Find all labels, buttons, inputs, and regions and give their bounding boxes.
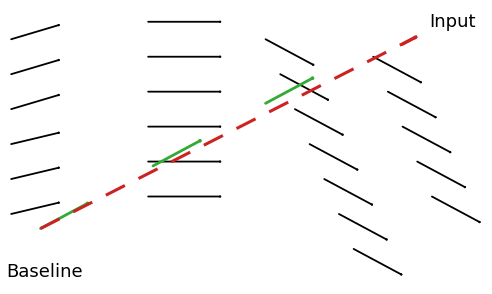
Text: Baseline: Baseline bbox=[6, 263, 83, 281]
Text: Input: Input bbox=[430, 13, 476, 31]
